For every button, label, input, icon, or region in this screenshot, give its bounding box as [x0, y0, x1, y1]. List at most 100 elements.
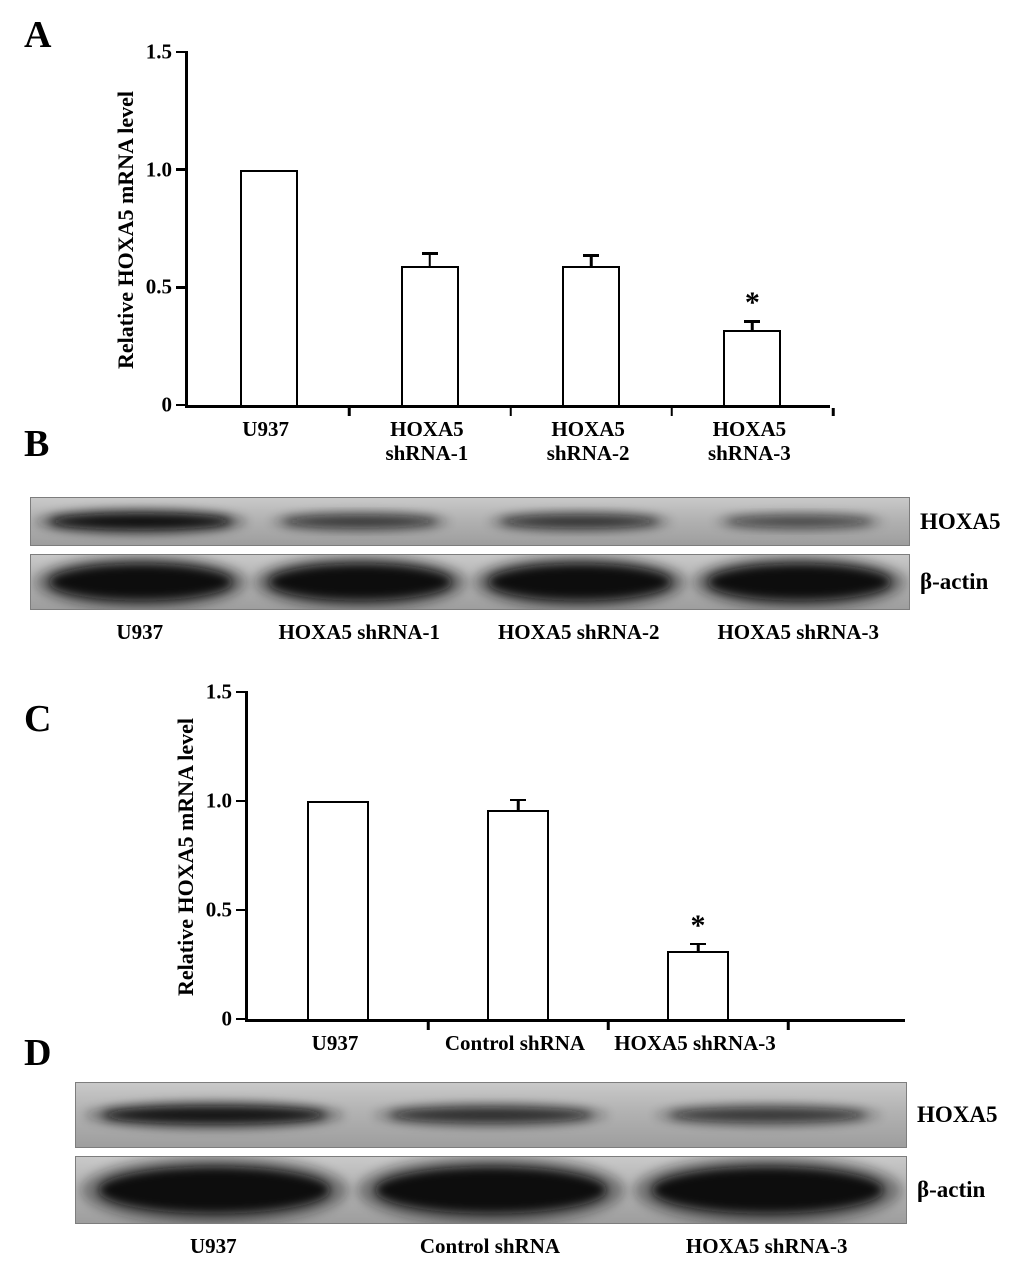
bar: [307, 801, 369, 1019]
panel-label-a: A: [24, 14, 52, 56]
significance-star: *: [690, 908, 706, 942]
y-tick-label: 1.5: [205, 679, 232, 704]
error-bar: [744, 320, 761, 330]
bar: [239, 169, 298, 405]
error-bar-cap: [744, 320, 761, 323]
blot-target-label: β-actin: [920, 569, 989, 594]
y-tick: 1.5: [206, 681, 248, 702]
x-tick-label: HOXA5 shRNA-2: [546, 417, 630, 465]
lane-label: HOXA5 shRNA-2: [497, 620, 660, 644]
significance-star: *: [744, 286, 760, 320]
bar-slots: *: [248, 692, 790, 1030]
bar-slot: *: [672, 52, 833, 405]
x-tick: [509, 408, 512, 416]
bar-slot: [188, 52, 349, 405]
y-tick: 0.5: [206, 899, 248, 920]
y-tick-label: 0.5: [205, 897, 232, 922]
blot-target-label: HOXA5: [920, 508, 1001, 534]
blot-strip: [75, 1082, 907, 1148]
protein-band: [668, 1107, 867, 1123]
protein-band: [651, 1166, 884, 1214]
blot-strip: [75, 1156, 907, 1224]
bar: [487, 809, 549, 1019]
blot-row: β-actin: [75, 1156, 1025, 1224]
error-bar: [583, 254, 600, 267]
x-axis-labels: U937 HOXA5 shRNA-1 HOXA5 shRNA-2 HOXA5 shRN…: [185, 417, 830, 465]
bar-slots: *: [188, 52, 835, 416]
error-bar-stem: [589, 254, 593, 267]
error-bar-cap: [690, 942, 706, 946]
protein-band: [374, 1166, 608, 1214]
protein-band: [725, 515, 874, 528]
y-tick-label: 0: [221, 1006, 233, 1031]
x-tick-label: HOXA5 shRNA-3: [707, 417, 791, 465]
error-bar-stem: [516, 798, 520, 810]
x-tick: [348, 408, 351, 416]
bar: [400, 266, 459, 405]
y-tick-label: 0: [161, 392, 173, 417]
error-bar-stem: [428, 252, 432, 267]
y-tick: 0: [222, 1008, 248, 1029]
protein-band: [98, 1166, 331, 1214]
error-bar-stem: [696, 942, 700, 952]
blot-lane-labels: U937 Control shRNA HOXA5 shRNA-3: [75, 1234, 905, 1259]
error-bar-cap: [583, 254, 600, 257]
bar: [667, 951, 729, 1019]
error-bar: [690, 942, 706, 952]
x-tick: [786, 1022, 790, 1030]
panel-label-b: B: [24, 423, 50, 465]
y-tick-label: 1.0: [205, 788, 232, 813]
x-tick: [426, 1022, 430, 1030]
blot-row: β-actin: [30, 554, 1020, 610]
x-axis-labels: U937 Control shRNA HOXA5 shRNA-3: [245, 1031, 785, 1056]
error-bar: [421, 252, 438, 267]
protein-band: [101, 1105, 328, 1125]
bar-slot: [349, 52, 510, 405]
bar: [723, 329, 782, 405]
panel-label-d: D: [24, 1032, 52, 1074]
lane-label: HOXA5 shRNA-3: [717, 620, 880, 644]
plot-area: 0 0.5 1.0 1.5 *: [206, 681, 905, 1030]
y-tick: 1.0: [146, 159, 188, 180]
x-tick: [831, 408, 835, 416]
y-axis-label: Relative HOXA5 mRNA level: [113, 91, 138, 369]
bar-slot: [511, 52, 672, 405]
lane-label: Control shRNA: [419, 1234, 561, 1258]
protein-band: [707, 563, 892, 601]
lane-label: U937: [190, 1234, 237, 1258]
blot-strip: [30, 497, 910, 546]
error-bar: [510, 798, 526, 810]
error-bar-cap: [510, 798, 526, 802]
bar-slot: [428, 692, 608, 1019]
protein-band: [268, 563, 453, 601]
panel-d-western-blot: HOXA5 β-actin U937 Control shRNA HOXA5 shRNA…: [75, 1082, 1025, 1259]
x-tick: [606, 1022, 610, 1030]
panel-c-bar-chart: Relative HOXA5 mRNA level 0 0.5 1.0 1.5 * U9…: [165, 678, 925, 1098]
protein-band: [48, 513, 233, 530]
bar-slot: *: [608, 692, 788, 1019]
y-tick: 0: [162, 394, 188, 415]
protein-band: [48, 563, 233, 601]
x-tick-label: U937: [242, 417, 289, 441]
panel-label-c: C: [24, 698, 52, 740]
y-tick: 1.5: [146, 41, 188, 62]
error-bar-cap: [421, 252, 438, 255]
x-tick: [670, 408, 673, 416]
bar: [562, 266, 621, 405]
blot-target-label: HOXA5: [917, 1102, 998, 1127]
y-tick-label: 1.5: [145, 39, 172, 64]
x-tick-label: HOXA5 shRNA-3: [614, 1031, 776, 1055]
x-tick-label: U937: [311, 1031, 359, 1055]
protein-band: [500, 514, 660, 529]
protein-band: [487, 563, 672, 601]
plot-area: 0 0.5 1.0 1.5 *: [146, 41, 835, 416]
y-tick-label: 1.0: [145, 157, 172, 182]
protein-band: [388, 1107, 594, 1123]
x-tick-label: Control shRNA: [444, 1031, 586, 1055]
blot-row: HOXA5: [30, 497, 1020, 546]
lane-label: HOXA5 shRNA-1: [278, 620, 441, 644]
y-tick: 1.0: [206, 790, 248, 811]
panel-b-western-blot: HOXA5 β-actin U937 HOXA5 shRNA-1 HOXA5 shRNA…: [30, 497, 1020, 645]
lane-label: U937: [116, 620, 164, 644]
